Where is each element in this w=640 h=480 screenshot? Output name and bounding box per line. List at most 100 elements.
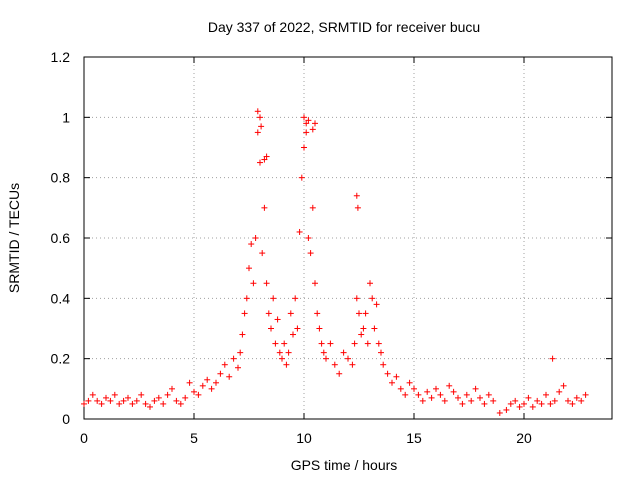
- data-point: [261, 204, 268, 211]
- data-point: [151, 397, 158, 404]
- data-point: [582, 391, 589, 398]
- data-point: [250, 280, 257, 287]
- data-point: [186, 379, 193, 386]
- data-point: [384, 370, 391, 377]
- data-point: [303, 129, 310, 136]
- data-points: [81, 108, 589, 416]
- data-point: [446, 382, 453, 389]
- data-point: [217, 370, 224, 377]
- y-tick-label: 0.2: [51, 351, 71, 367]
- data-point: [351, 340, 358, 347]
- data-point: [89, 391, 96, 398]
- data-point: [314, 310, 321, 317]
- data-point: [195, 391, 202, 398]
- chart-title: Day 337 of 2022, SRMTID for receiver buc…: [208, 19, 480, 35]
- data-point: [369, 295, 376, 302]
- data-point: [380, 361, 387, 368]
- data-point: [263, 280, 270, 287]
- data-point: [305, 117, 312, 124]
- data-point: [290, 331, 296, 338]
- data-point: [415, 391, 422, 398]
- data-point: [373, 301, 380, 308]
- data-point: [208, 385, 215, 392]
- data-point: [199, 382, 206, 389]
- data-point: [389, 379, 395, 386]
- data-point: [397, 385, 404, 392]
- data-point: [287, 310, 294, 317]
- data-point: [274, 316, 281, 323]
- data-point: [496, 409, 503, 416]
- data-point: [371, 325, 378, 332]
- data-point: [309, 126, 316, 133]
- data-point: [230, 355, 237, 362]
- data-point: [252, 235, 259, 241]
- axis-ticks: 0 0.2 0.4 0.6 0.8 1 1.2 0 5 10 15 20: [51, 49, 612, 446]
- data-point: [433, 385, 439, 392]
- x-tick-label: 10: [296, 430, 312, 446]
- y-tick-label: 1: [62, 109, 70, 125]
- data-point: [81, 400, 87, 407]
- data-point: [182, 394, 189, 401]
- data-point: [237, 349, 244, 356]
- data-point: [276, 349, 283, 356]
- data-point: [309, 204, 316, 211]
- data-point: [147, 403, 153, 410]
- data-point: [565, 397, 571, 404]
- data-point: [283, 361, 290, 368]
- data-point: [94, 397, 101, 404]
- data-point: [356, 310, 362, 317]
- data-point: [263, 153, 270, 160]
- data-point: [393, 373, 400, 380]
- data-point: [258, 123, 265, 130]
- data-point: [424, 388, 431, 395]
- data-point: [221, 361, 228, 368]
- data-point: [281, 340, 288, 347]
- data-point: [538, 400, 545, 407]
- data-point: [349, 361, 356, 368]
- data-point: [437, 391, 444, 398]
- data-point: [259, 250, 266, 257]
- data-point: [248, 241, 255, 248]
- y-tick-label: 0: [62, 411, 70, 427]
- data-point: [543, 391, 549, 398]
- data-point: [521, 400, 527, 407]
- data-point: [177, 400, 184, 407]
- data-point: [569, 400, 576, 407]
- data-point: [254, 108, 261, 115]
- y-tick-label: 1.2: [51, 49, 71, 65]
- data-point: [296, 228, 303, 235]
- data-point: [378, 349, 384, 356]
- data-point: [525, 394, 532, 401]
- data-point: [272, 340, 279, 347]
- data-point: [318, 340, 325, 347]
- data-point: [85, 397, 92, 404]
- data-point: [103, 394, 109, 401]
- data-point: [534, 397, 541, 404]
- data-point: [353, 192, 360, 199]
- grid-lines: [84, 57, 612, 419]
- data-point: [133, 397, 140, 404]
- data-point: [323, 355, 329, 362]
- data-point: [125, 394, 131, 401]
- data-point: [305, 235, 312, 241]
- data-point: [164, 391, 171, 398]
- data-point: [254, 129, 261, 136]
- data-point: [463, 391, 470, 398]
- data-point: [362, 310, 369, 317]
- data-point: [360, 325, 367, 332]
- data-point: [239, 331, 246, 338]
- data-point: [298, 174, 305, 181]
- x-tick-label: 15: [406, 430, 422, 446]
- x-tick-label: 20: [516, 430, 532, 446]
- data-point: [450, 388, 457, 395]
- x-tick-label: 5: [190, 430, 198, 446]
- data-point: [191, 388, 197, 395]
- data-point: [406, 379, 413, 386]
- x-axis-label: GPS time / hours: [291, 457, 398, 473]
- data-point: [367, 280, 373, 287]
- data-point: [547, 400, 554, 407]
- data-point: [292, 295, 299, 302]
- data-point: [312, 280, 318, 287]
